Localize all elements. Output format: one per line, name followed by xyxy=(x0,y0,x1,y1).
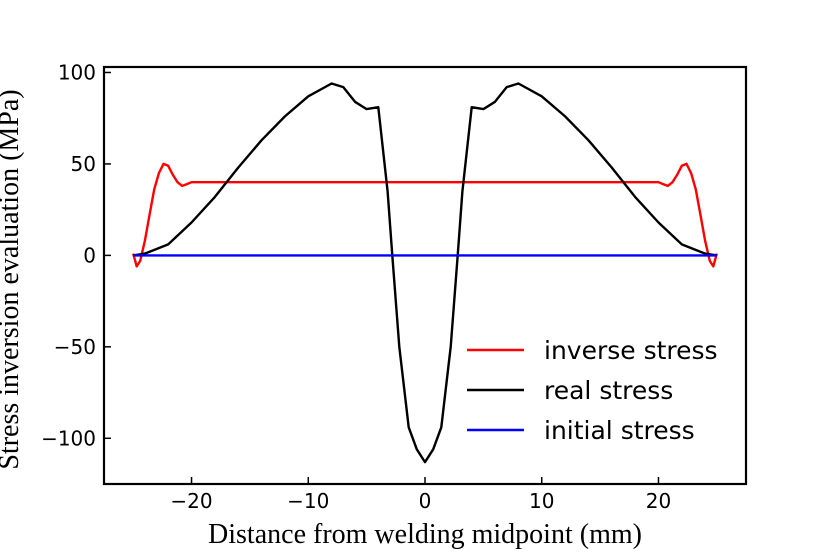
x-axis-title: Distance from welding midpoint (mm) xyxy=(208,519,642,550)
y-tick-label: −100 xyxy=(41,426,96,450)
x-tick-label: −10 xyxy=(287,489,329,513)
x-tick-label: 10 xyxy=(529,489,554,513)
y-tick-label: −50 xyxy=(54,335,96,359)
x-tick-label: −20 xyxy=(170,489,212,513)
legend-label: initial stress xyxy=(544,416,695,445)
series-line-2 xyxy=(133,82,717,464)
legend-label: inverse stress xyxy=(544,336,718,365)
x-tick-label: 0 xyxy=(419,489,432,513)
y-tick-label: 50 xyxy=(71,152,96,176)
legend-label: real stress xyxy=(544,376,673,405)
x-tick-label: 20 xyxy=(646,489,671,513)
series-line-1 xyxy=(132,162,718,268)
series-layer xyxy=(132,82,718,464)
y-axis-title: Stress inversion evaluation (MPa) xyxy=(0,89,25,469)
legend: inverse stress real stress initial stress xyxy=(467,336,718,445)
y-tick-label: 100 xyxy=(58,60,96,84)
y-tick-label: 0 xyxy=(83,243,96,267)
